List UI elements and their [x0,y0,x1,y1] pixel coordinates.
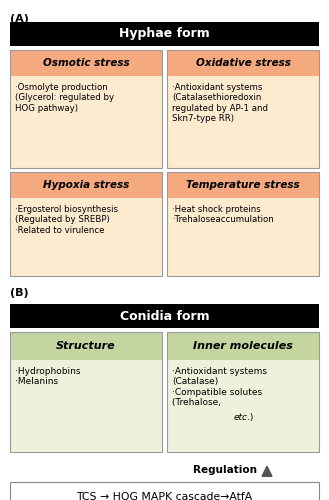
Bar [10,360,162,452]
Bar [167,172,319,198]
Text: ·Hydrophobins
·Melanins: ·Hydrophobins ·Melanins [15,367,81,386]
Text: ·Heat shock proteins
·Trehaloseaccumulation: ·Heat shock proteins ·Trehaloseaccumulat… [172,205,274,225]
Text: Inner molecules: Inner molecules [193,341,293,351]
Text: Temperature stress: Temperature stress [186,180,300,190]
Bar [167,360,319,452]
Bar [167,50,319,76]
Text: Conidia form: Conidia form [120,310,209,322]
Text: (A): (A) [10,14,29,24]
Text: Oxidative stress: Oxidative stress [195,58,291,68]
Bar [10,198,162,276]
Bar [10,304,319,328]
Bar [10,22,319,46]
Text: Osmotic stress: Osmotic stress [43,58,129,68]
Text: ·Ergosterol biosynthesis
(Regulated by SREBP)
·Related to virulence: ·Ergosterol biosynthesis (Regulated by S… [15,205,118,235]
Bar [10,172,162,198]
Bar [10,482,319,500]
Bar [167,50,319,168]
Text: Hypoxia stress: Hypoxia stress [43,180,129,190]
Text: ·Antioxidant systems
(Catalase)
·Compatible solutes
(Trehalose,: ·Antioxidant systems (Catalase) ·Compati… [172,367,267,407]
Text: ·Antioxidant systems
(Catalasethioredoxin
regulated by AP-1 and
Skn7-type RR): ·Antioxidant systems (Catalasethioredoxi… [172,83,268,123]
Bar [10,332,162,360]
Text: etc: etc [234,413,248,422]
Bar [167,332,319,452]
Text: ·Osmolyte production
(Glycerol: regulated by
HOG pathway): ·Osmolyte production (Glycerol: regulate… [15,83,114,113]
Text: Structure: Structure [56,341,116,351]
Text: .): .) [247,413,253,422]
Bar [167,172,319,276]
Text: Regulation: Regulation [193,465,257,475]
Text: Hyphae form: Hyphae form [119,28,210,40]
Bar [167,76,319,168]
Bar [10,50,162,76]
Text: TCS → HOG MAPK cascade→AtfA: TCS → HOG MAPK cascade→AtfA [76,492,253,500]
Bar [10,76,162,168]
Text: (B): (B) [10,288,29,298]
Bar [10,172,162,276]
Bar [167,198,319,276]
Bar [10,50,162,168]
Bar [10,332,162,452]
Bar [167,332,319,360]
